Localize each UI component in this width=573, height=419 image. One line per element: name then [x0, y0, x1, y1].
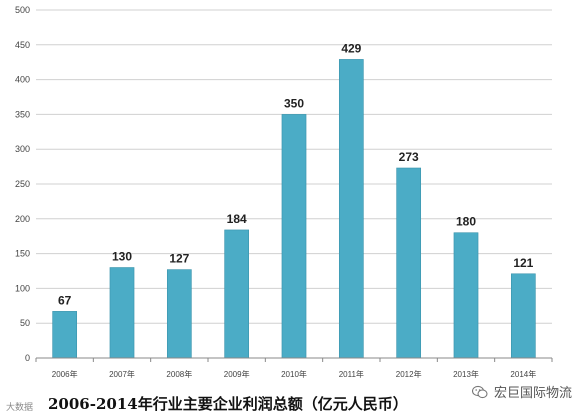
- y-tick-label: 0: [25, 353, 30, 363]
- data-label: 184: [227, 212, 247, 226]
- y-tick-label: 50: [20, 318, 30, 328]
- data-label: 350: [284, 96, 304, 110]
- y-axis-ticks: 0 50 100 150 200 250 300 350 400 450 500: [15, 5, 30, 363]
- y-tick-label: 350: [15, 109, 30, 119]
- bar: [225, 230, 249, 358]
- chart-title: 2006-2014年行业主要企业利润总额（亿元人民币）: [48, 393, 408, 414]
- bar: [397, 168, 421, 358]
- bar: [282, 114, 306, 358]
- wechat-icon: [472, 385, 488, 399]
- bar: [110, 268, 134, 358]
- watermark-right-text: 宏巨国际物流: [494, 382, 572, 401]
- data-label: 67: [58, 293, 72, 307]
- bar: [167, 270, 191, 358]
- x-tick-label: 2007年: [109, 369, 135, 379]
- x-tick-label: 2012年: [396, 369, 422, 379]
- bar: [454, 233, 478, 358]
- x-axis-ticks: 2006年 2007年 2008年 2009年 2010年 2011年 2012年 2013年…: [36, 358, 552, 379]
- data-label: 130: [112, 250, 132, 264]
- bar: [53, 311, 77, 358]
- data-label: 429: [341, 41, 361, 55]
- x-tick-label: 2008年: [166, 369, 192, 379]
- y-tick-label: 400: [15, 75, 30, 85]
- x-tick-label: 2009年: [224, 369, 250, 379]
- bar: [511, 274, 535, 358]
- watermark-left: 大数据: [6, 400, 33, 413]
- y-tick-label: 100: [15, 283, 30, 293]
- y-tick-label: 200: [15, 214, 30, 224]
- watermark-right: 宏巨国际物流: [472, 382, 572, 401]
- x-tick-label: 2013年: [453, 369, 479, 379]
- y-tick-label: 250: [15, 179, 30, 189]
- bar: [339, 59, 363, 358]
- x-tick-label: 2006年: [52, 369, 78, 379]
- y-tick-label: 500: [15, 5, 30, 15]
- data-label: 121: [513, 256, 533, 270]
- x-tick-label: 2010年: [281, 369, 307, 379]
- data-label: 127: [169, 252, 189, 266]
- data-label: 180: [456, 215, 476, 229]
- x-tick-label: 2014年: [510, 369, 536, 379]
- x-tick-label: 2011年: [339, 369, 364, 379]
- y-tick-label: 300: [15, 144, 30, 154]
- y-tick-label: 450: [15, 40, 30, 50]
- y-tick-label: 150: [15, 249, 30, 259]
- data-label: 273: [399, 150, 419, 164]
